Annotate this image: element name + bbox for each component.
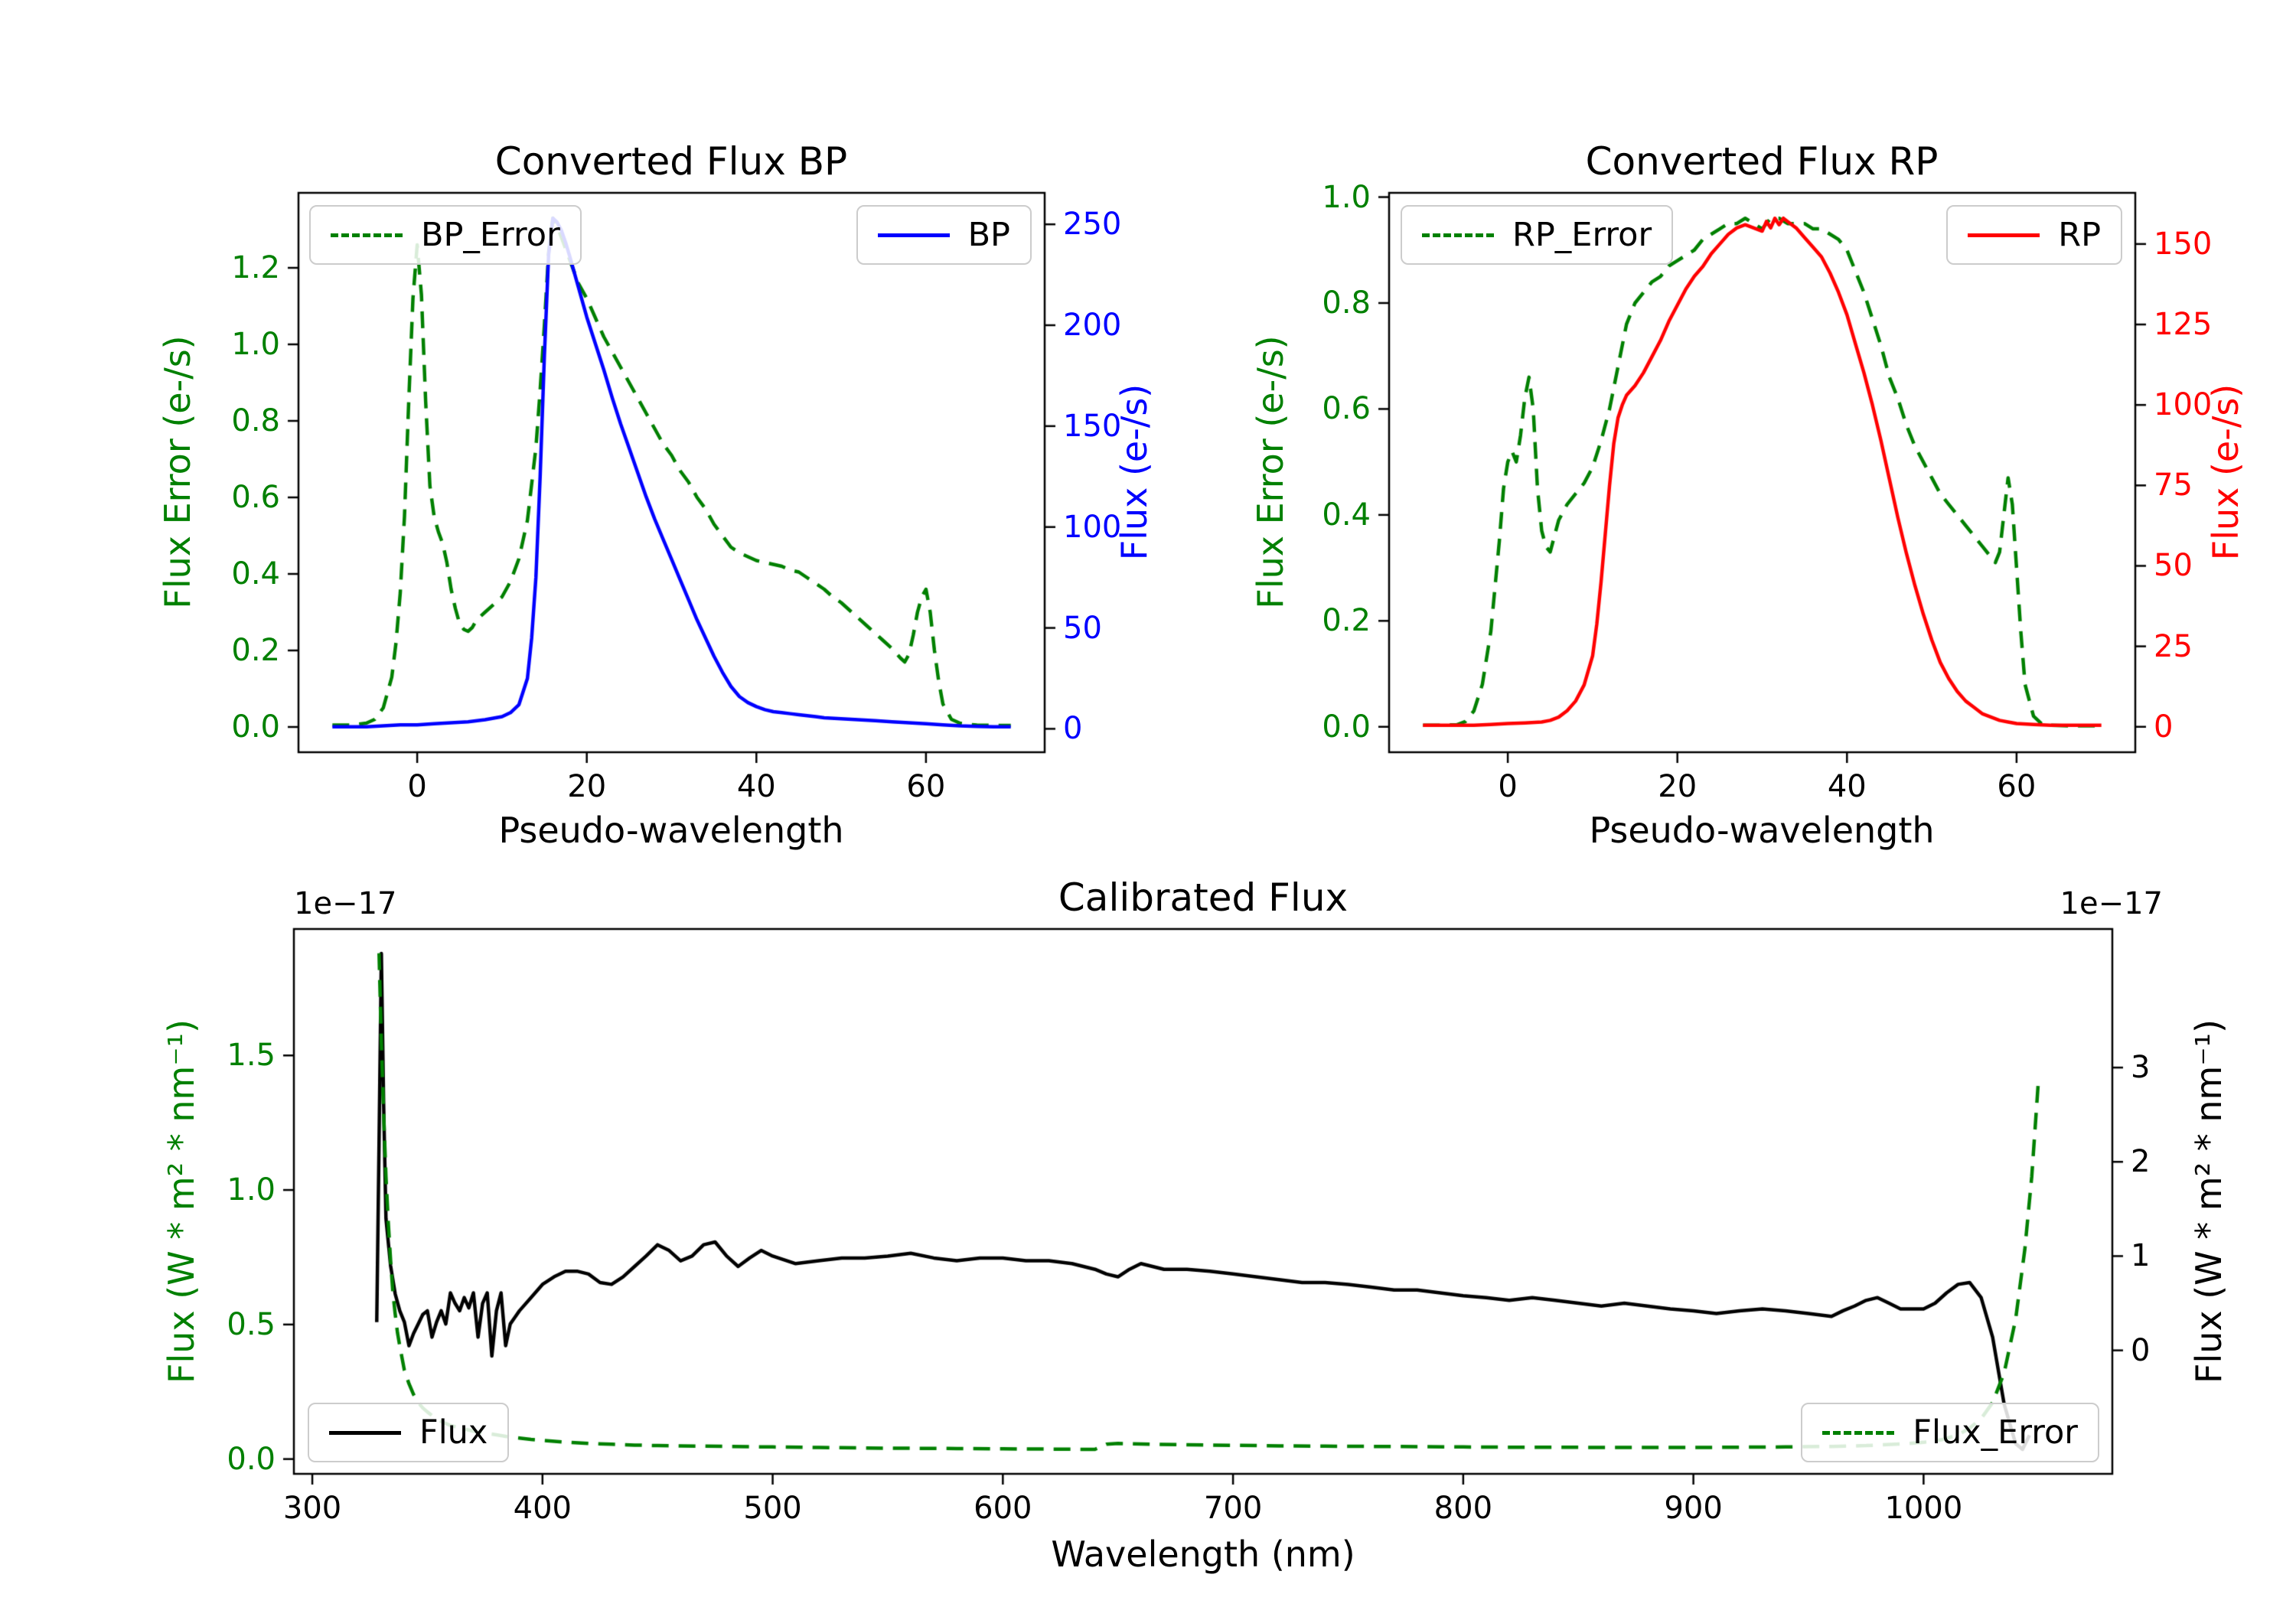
bp-error-legend-line-icon xyxy=(331,233,403,237)
bp-ylabel-right: Flux (e-/s) xyxy=(1114,383,1155,561)
rp-error-legend-label: RP_Error xyxy=(1512,216,1652,254)
left-axis-offset-text: 1e−17 xyxy=(294,886,397,921)
rp-legend: RP xyxy=(1946,205,2122,265)
bp-chart-title: Converted Flux BP xyxy=(494,139,848,184)
bp-legend-line-icon xyxy=(877,233,950,237)
flux-error-legend-label: Flux_Error xyxy=(1913,1413,2078,1452)
rp-ylabel-left: Flux Error (e-/s) xyxy=(1250,335,1291,609)
rp-error-legend-line-icon xyxy=(1422,233,1494,237)
flux-legend-line-icon xyxy=(329,1430,401,1435)
calibrated-ylabel-left: Flux (W * m² * nm⁻¹) xyxy=(161,1019,202,1384)
bp-ylabel-left: Flux Error (e-/s) xyxy=(157,335,198,609)
bp-xlabel: Pseudo-wavelength xyxy=(498,810,844,851)
flux-legend-label: Flux xyxy=(419,1413,488,1452)
rp-ylabel-right: Flux (e-/s) xyxy=(2205,383,2246,561)
calibrated-ylabel-right: Flux (W * m² * nm⁻¹) xyxy=(2188,1019,2229,1384)
rp-chart-title: Converted Flux RP xyxy=(1585,139,1939,184)
flux-error-legend: Flux_Error xyxy=(1801,1403,2099,1462)
flux-legend: Flux xyxy=(308,1403,510,1462)
bp-error-legend: BP_Error xyxy=(309,205,582,265)
bp-error-legend-label: BP_Error xyxy=(421,216,560,254)
rp-legend-label: RP xyxy=(2058,216,2101,254)
calibrated-xlabel: Wavelength (nm) xyxy=(1051,1534,1355,1575)
rp-legend-line-icon xyxy=(1968,233,2040,237)
rp-error-legend: RP_Error xyxy=(1401,205,1674,265)
bp-legend-label: BP xyxy=(967,216,1010,254)
calibrated-chart-title: Calibrated Flux xyxy=(1058,875,1349,920)
flux-error-legend-line-icon xyxy=(1822,1430,1895,1435)
bp-legend: BP xyxy=(856,205,1032,265)
right-axis-offset-text: 1e−17 xyxy=(2060,886,2163,921)
rp-xlabel: Pseudo-wavelength xyxy=(1589,810,1935,851)
